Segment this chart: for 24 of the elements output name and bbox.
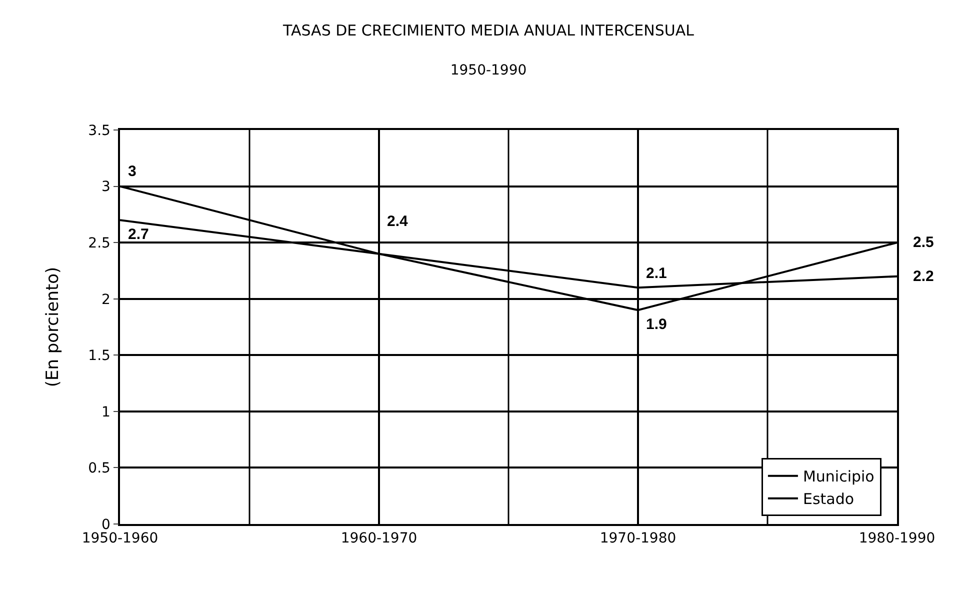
y-tick-label: 3: [102, 179, 110, 196]
chart-title: TASAS DE CRECIMIENTO MEDIA ANUAL INTERCENSUAL: [282, 22, 695, 40]
data-label: 2.4: [387, 213, 409, 230]
data-label: 2.2: [913, 268, 934, 285]
x-tick-label: 1970-1980: [600, 530, 676, 547]
y-tick-label: 0: [102, 516, 110, 533]
legend-label: Estado: [802, 490, 854, 508]
x-tick-label: 1950-1960: [82, 530, 158, 547]
y-tick-label: 1.5: [88, 348, 110, 364]
data-label: 2.7: [128, 226, 149, 243]
y-tick-label: 1: [102, 404, 110, 420]
y-axis-title: (En porciento): [43, 266, 64, 388]
chart-subtitle: 1950-1990: [450, 62, 527, 79]
x-tick-label: 1960-1970: [340, 530, 418, 547]
data-label: 2.5: [913, 234, 934, 251]
x-tick-label: 1980-1990: [858, 530, 936, 547]
legend-label: Municipio: [802, 468, 874, 486]
y-tick-label: 2.5: [88, 235, 110, 252]
data-label: 1.9: [646, 316, 667, 333]
data-label: 2.1: [646, 265, 667, 282]
data-label: 3: [128, 163, 136, 180]
y-tick-label: 2: [102, 292, 110, 308]
y-tick-label: 3.5: [88, 122, 110, 139]
y-tick-label: 0.5: [88, 460, 110, 477]
